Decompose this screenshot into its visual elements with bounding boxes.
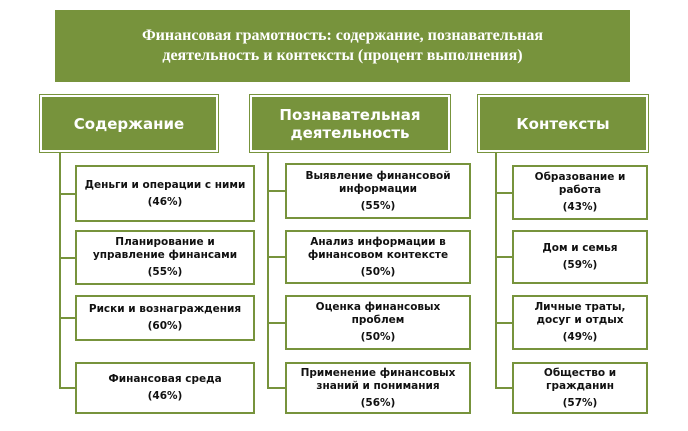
item-value: (46%) [147, 195, 183, 208]
column-header: Познавательная деятельность [250, 95, 450, 152]
item-box: Риски и вознаграждения (60%) [75, 295, 255, 341]
connector-line [267, 190, 285, 192]
connector-line [495, 191, 512, 194]
item-label: Деньги и операции с ними [84, 178, 246, 191]
item-label: Применение финансовых знаний и понимания [300, 366, 456, 392]
item-box: Финансовая среда (46%) [75, 362, 255, 414]
connector-line [267, 150, 269, 389]
connector-line [59, 317, 75, 319]
item-box: Анализ информации в финансовом контексте… [285, 230, 471, 284]
item-box: Оценка финансовых проблем (50%) [285, 295, 471, 350]
header-text: Контексты [516, 114, 610, 133]
column-header: Контексты [478, 95, 648, 152]
item-value: (59%) [562, 259, 598, 271]
item-value: (56%) [360, 396, 396, 409]
title-box: Финансовая грамотность: содержание, позн… [55, 10, 630, 82]
item-label: Планирование и управление финансами [92, 236, 238, 261]
item-box: Образование и работа (43%) [512, 165, 648, 220]
item-value: (50%) [360, 331, 396, 343]
connector-line [495, 150, 497, 389]
item-label: Риски и вознаграждения [88, 303, 242, 315]
item-label: Выявление финансовой информации [305, 169, 451, 195]
item-label: Оценка финансовых проблем [315, 301, 441, 326]
item-value: (55%) [147, 266, 183, 278]
item-box: Личные траты, досуг и отдых (49%) [512, 295, 648, 350]
item-label: Общество и гражданин [543, 366, 617, 392]
connector-line [59, 387, 75, 389]
item-value: (50%) [360, 265, 396, 278]
item-box: Планирование и управление финансами (55%) [75, 230, 255, 285]
connector-line [59, 150, 61, 389]
connector-line [267, 256, 285, 258]
item-value: (55%) [360, 199, 396, 212]
connector-line [495, 387, 512, 389]
item-label: Личные траты, досуг и отдых [534, 301, 626, 326]
connector-line [495, 321, 512, 324]
item-box: Общество и гражданин (57%) [512, 362, 648, 414]
item-value: (60%) [147, 320, 183, 332]
connector-line [267, 387, 285, 389]
item-box: Деньги и операции с ними (46%) [75, 165, 255, 222]
connector-line [495, 256, 512, 258]
item-label: Финансовая среда [108, 373, 222, 385]
item-box: Выявление финансовой информации (55%) [285, 163, 471, 219]
title: Финансовая грамотность: содержание, позн… [141, 27, 544, 64]
header-text: Познавательная деятельность [279, 105, 421, 142]
item-label: Анализ информации в финансовом контексте [307, 235, 449, 261]
item-box: Дом и семья (59%) [512, 230, 648, 284]
item-label: Дом и семья [542, 242, 618, 254]
item-label: Образование и работа [534, 171, 626, 196]
header-text: Содержание [73, 114, 185, 133]
connector-line [59, 192, 75, 195]
item-value: (57%) [562, 396, 598, 409]
item-value: (46%) [147, 390, 183, 402]
item-box: Применение финансовых знаний и понимания… [285, 362, 471, 414]
item-value: (49%) [562, 331, 598, 343]
column-header: Содержание [40, 95, 218, 152]
connector-line [267, 321, 285, 324]
item-value: (43%) [562, 201, 598, 213]
connector-line [59, 256, 75, 259]
